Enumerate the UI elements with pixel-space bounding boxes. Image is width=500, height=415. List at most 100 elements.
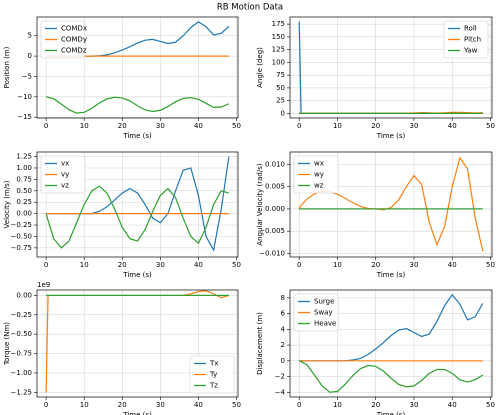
x-tick-label: 30 <box>409 122 418 130</box>
x-tick-label: 50 <box>232 261 241 269</box>
x-axis-label: Time (s) <box>376 411 406 415</box>
y-axis-label: Velocity (m/s) <box>3 180 11 228</box>
legend-label: wy <box>314 171 324 179</box>
x-tick-label: 0 <box>297 261 301 269</box>
x-tick-label: 50 <box>486 261 495 269</box>
x-tick-label: 40 <box>448 401 457 409</box>
legend-box <box>293 155 339 194</box>
axes-frame <box>36 16 239 119</box>
axes-frame <box>36 151 239 258</box>
x-tick-label: 20 <box>371 261 380 269</box>
legend-label: Sway <box>314 309 333 317</box>
y-tick-label: −1.25 <box>11 388 32 396</box>
legend-label: Roll <box>464 25 477 33</box>
x-axis-label: Time (s) <box>376 271 406 279</box>
x-tick-label: 40 <box>194 261 203 269</box>
legend-label: COMDy <box>61 36 87 44</box>
x-tick-label: 0 <box>297 401 301 409</box>
x-tick-label: 50 <box>232 122 241 130</box>
y-tick-label: 0.75 <box>16 175 32 183</box>
data-line <box>45 185 230 249</box>
x-tick-label: 50 <box>232 401 241 409</box>
x-tick-label: 10 <box>80 261 89 269</box>
x-axis-label: Time (s) <box>122 411 152 415</box>
x-tick-label: 0 <box>44 401 48 409</box>
y-tick-label: 8 <box>281 294 285 302</box>
y-tick-label: 0 <box>28 52 32 60</box>
legend-box <box>443 20 489 59</box>
y-axis-label: Torque (Nm) <box>3 322 11 366</box>
subplot: 0 10 20 30 40 50 −1.25 −1.00 −0.75 −0.50 −0.25 0.00… <box>3 281 241 415</box>
y-tick-label: 0 <box>281 109 285 117</box>
x-tick-label: 10 <box>80 122 89 130</box>
y-tick-label: 125 <box>272 46 285 54</box>
y-tick-label: −0.75 <box>11 244 32 252</box>
y-axis-label: Position (m) <box>3 46 11 88</box>
subplot: 0 10 20 30 40 50 −0.010 −0.005 0.000 0.005 0.010 Ti… <box>256 151 495 279</box>
x-tick-label: 50 <box>486 401 495 409</box>
y-tick-label: −4 <box>275 388 286 396</box>
legend-box <box>40 155 86 194</box>
y-tick-label: 25 <box>276 97 285 105</box>
y-tick-label: −0.010 <box>259 249 285 257</box>
x-tick-label: 30 <box>156 261 165 269</box>
axes-frame <box>289 16 493 119</box>
data-line <box>46 96 230 114</box>
y-tick-label: 5 <box>28 32 32 40</box>
legend-label: COMDz <box>61 47 87 55</box>
y-tick-label: 2 <box>281 341 285 349</box>
y-tick-label: −5 <box>22 72 32 80</box>
subplot: 0 10 20 30 40 50 −4 −2 0 2 4 6 8 Time (s) Displacement… <box>256 289 495 415</box>
subplot: 0 10 20 30 40 50 −0.75 −0.50 −0.25 0.00 0.25 0.50 0.… <box>3 151 241 279</box>
y-tick-label: 0.00 <box>16 210 32 218</box>
legend-label: Tx <box>209 360 218 368</box>
x-axis-label: Time (s) <box>122 132 152 140</box>
legend-label: Heave <box>314 320 336 328</box>
y-tick-label: −2 <box>275 373 285 381</box>
x-tick-label: 40 <box>194 122 203 130</box>
x-tick-label: 40 <box>194 401 203 409</box>
y-tick-label: 0.50 <box>16 187 32 195</box>
y-tick-label: 0.010 <box>265 160 285 168</box>
x-tick-label: 20 <box>371 401 380 409</box>
legend-label: Yaw <box>463 47 478 55</box>
y-tick-label: 6 <box>281 310 286 318</box>
legend-label: wz <box>314 182 324 190</box>
y-tick-label: 175 <box>272 20 285 28</box>
data-line <box>298 360 484 393</box>
x-tick-label: 30 <box>156 401 165 409</box>
x-tick-label: 10 <box>333 122 342 130</box>
x-tick-label: 20 <box>118 261 127 269</box>
x-tick-label: 0 <box>44 261 48 269</box>
legend-label: vz <box>61 182 69 190</box>
legend-label: wx <box>314 160 324 168</box>
x-tick-label: 40 <box>448 122 457 130</box>
subplot: 0 10 20 30 40 50 0 25 50 75 100 125 150 175 Time (s) An… <box>256 16 495 140</box>
y-tick-label: 100 <box>272 58 285 66</box>
y-tick-label: 0.00 <box>16 291 32 299</box>
x-tick-label: 40 <box>448 261 457 269</box>
y-axis-label: Displacement (m) <box>256 312 264 375</box>
x-tick-label: 30 <box>156 122 165 130</box>
x-tick-label: 0 <box>297 122 301 130</box>
y-tick-label: 0.25 <box>16 198 32 206</box>
y-tick-label: 0 <box>281 357 285 365</box>
legend-label: Ty <box>209 371 217 379</box>
x-axis-label: Time (s) <box>122 271 152 279</box>
x-tick-label: 20 <box>118 122 127 130</box>
legend-box <box>293 293 339 332</box>
y-offset-label: 1e9 <box>37 281 50 289</box>
y-tick-label: −1.00 <box>11 369 32 377</box>
y-tick-label: −0.50 <box>11 330 32 338</box>
y-tick-label: 50 <box>276 84 285 92</box>
y-tick-label: −0.25 <box>11 221 32 229</box>
subplot: 0 10 20 30 40 50 −15 −10 −5 0 5 Time (s) Position (m… <box>3 16 241 140</box>
x-tick-label: 30 <box>409 261 418 269</box>
x-tick-label: 10 <box>333 261 342 269</box>
legend-label: Pitch <box>464 36 481 44</box>
axes-frame <box>289 289 493 398</box>
x-tick-label: 20 <box>371 122 380 130</box>
x-tick-label: 20 <box>118 401 127 409</box>
legend-box <box>189 355 235 394</box>
